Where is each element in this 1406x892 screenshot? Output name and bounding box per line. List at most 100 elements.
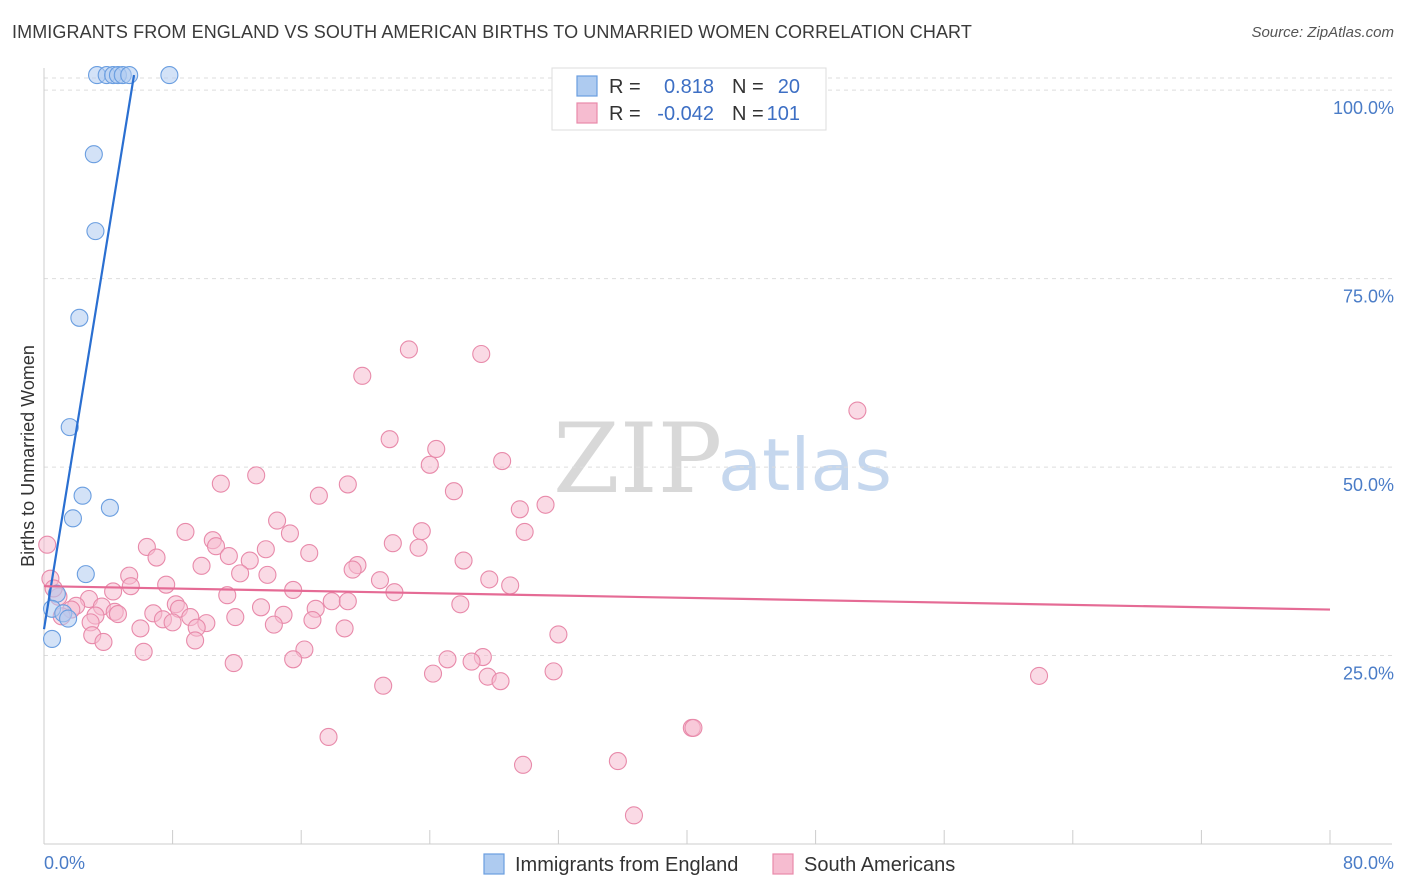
x-tick-label-min: 0.0% [44,853,85,873]
south-americans-point [231,564,250,583]
south-americans-point [206,537,226,556]
south-americans-point [131,619,150,638]
y-tick-label: 25.0% [1343,664,1394,684]
south-americans-point [157,575,176,594]
south-americans-point [1029,666,1049,685]
trend-lines [42,74,1331,630]
south-americans-point [624,806,644,825]
y-axis-label: Births to Unmarried Women [18,345,38,567]
south-americans-point [493,451,512,471]
south-americans-point [163,613,182,632]
south-americans-point [284,650,303,669]
watermark-atlas: atlas [718,423,892,507]
south-americans-point [192,556,211,575]
legend-swatch-blue [576,75,598,97]
south-americans-point [94,632,113,652]
england-trend-line [42,74,136,630]
chart-title: IMMIGRANTS FROM ENGLAND VS SOUTH AMERICA… [12,22,972,42]
south-americans-point [399,340,418,359]
south-americans-point [423,664,443,683]
south-americans-point [343,560,362,579]
england-point [59,609,78,628]
south-americans-point [219,546,238,566]
south-americans-point [338,475,357,494]
south-americans-point [374,676,393,695]
south-americans-point [108,605,127,624]
south-americans-point [280,524,299,543]
south-americans-point [211,474,230,493]
england-point [63,509,82,528]
south-americans-point [226,608,245,627]
south-americans-point [338,592,357,611]
england-points [42,66,179,649]
legend-r-value-1: -0.042 [657,103,714,125]
south-americans-point [303,611,322,630]
legend-r-label-0: R = [609,76,641,98]
south-americans-point [264,615,283,634]
south-americans-point [438,650,457,669]
england-point [160,66,179,85]
england-point [120,66,139,85]
south-americans-point [515,522,534,541]
england-point [84,145,103,164]
south-americans-point [224,654,243,673]
south-americans-point [454,551,473,570]
south-americans-point [510,500,529,519]
south-americans-point [256,540,275,559]
south-americans-point [370,571,390,590]
south-americans-point [335,619,354,638]
south-americans-point [300,543,319,563]
south-americans-point [176,522,195,541]
south-americans-point [104,582,123,601]
south-americans-point [258,565,277,584]
south-americans-point [480,570,499,589]
legend-box [551,67,827,131]
x-tick-label-max: 80.0% [1343,853,1394,873]
south-americans-point [491,672,510,691]
england-point [60,418,79,437]
legend-n-value-0: 20 [778,76,800,98]
south-americans-point [427,439,446,459]
south-americans-point [121,577,140,596]
y-tick-label: 50.0% [1343,475,1394,495]
series-legend-swatch-south-americans [772,853,794,875]
south-americans-point [147,548,166,567]
legend-r-label-1: R = [609,103,641,125]
legend-swatch-pink [576,102,598,124]
south-americans-point [134,642,153,661]
south-americans-points [38,340,1049,825]
south-americans-point [608,752,627,771]
south-americans-point [684,718,703,737]
south-americans-point [251,598,271,617]
south-americans-point [383,534,402,553]
south-americans-point [420,455,439,474]
south-americans-point [462,652,481,671]
south-americans-point [444,482,463,501]
legend-n-label-0: N = [732,76,764,98]
south-americans-point [268,511,287,530]
series-legend-label-england: Immigrants from England [515,854,738,876]
y-tick-label: 100.0% [1333,98,1394,118]
legend-n-value-1: 101 [767,103,800,125]
series-legend-swatch-england [483,853,505,875]
south-americans-point [501,576,520,595]
south-americans-point [247,466,266,485]
england-point [70,308,89,327]
england-point [100,498,119,517]
south-americans-point [353,366,372,385]
series-legend-label-south-americans: South Americans [804,854,955,876]
correlation-legend: R = 0.818 N = 20 R = -0.042 N = 101 [551,67,827,131]
y-tick-label: 75.0% [1343,287,1394,307]
south-americans-point [472,344,491,364]
series-legend: Immigrants from England South Americans [483,853,955,876]
south-americans-trend-line [43,585,1331,611]
legend-r-value-0: 0.818 [664,76,714,98]
south-americans-point [38,535,57,554]
south-americans-point [412,522,431,541]
south-americans-point [544,662,563,681]
source-label: Source: ZipAtlas.com [1251,24,1394,41]
legend-n-label-1: N = [732,103,764,125]
england-point [42,629,62,649]
south-americans-point [322,592,341,611]
south-americans-point [309,486,328,505]
